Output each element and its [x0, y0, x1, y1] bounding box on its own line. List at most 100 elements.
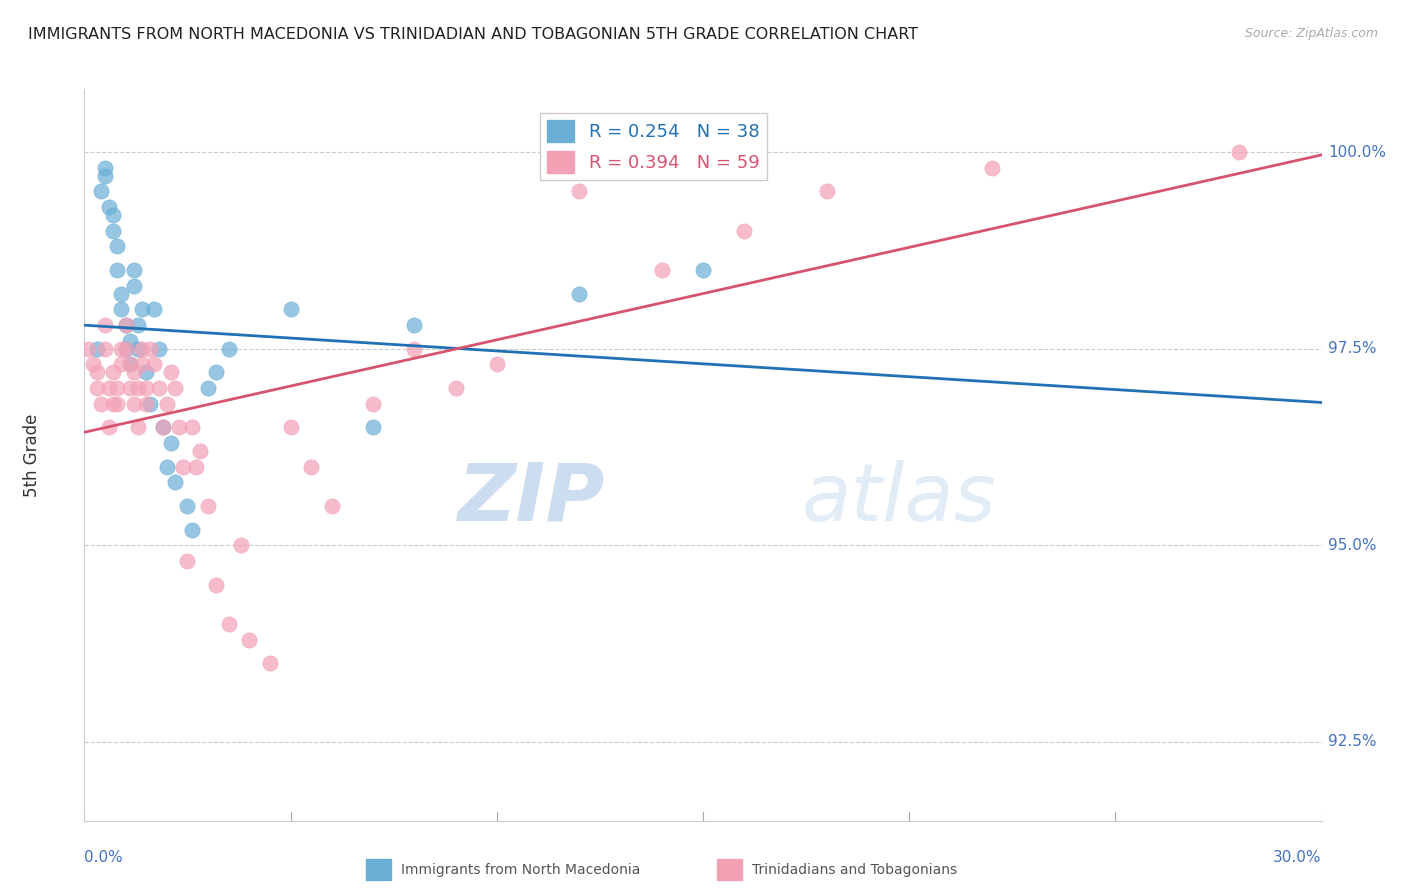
Point: [148, 342, 170, 356]
Point: [82, 358, 104, 372]
Point: [105, 239, 128, 253]
Point: [148, 381, 170, 395]
Point: [143, 358, 166, 372]
Point: [733, 224, 755, 238]
Point: [568, 185, 591, 199]
Point: [122, 263, 145, 277]
Point: [361, 397, 384, 411]
Text: Source: ZipAtlas.com: Source: ZipAtlas.com: [1244, 27, 1378, 40]
Point: [152, 420, 174, 434]
Point: [197, 381, 219, 395]
Point: [98, 200, 121, 214]
Text: Immigrants from North Macedonia: Immigrants from North Macedonia: [401, 863, 640, 877]
Point: [86, 381, 108, 395]
Point: [167, 420, 190, 434]
Point: [131, 302, 153, 317]
Point: [118, 381, 141, 395]
Point: [86, 342, 108, 356]
Point: [172, 459, 194, 474]
Point: [205, 365, 228, 379]
Point: [980, 161, 1002, 175]
Point: [110, 342, 132, 356]
Point: [361, 420, 384, 434]
Point: [110, 302, 132, 317]
Text: 0.0%: 0.0%: [84, 850, 124, 865]
Point: [404, 318, 426, 333]
Point: [299, 459, 322, 474]
Point: [197, 499, 219, 513]
Point: [114, 342, 136, 356]
Point: [122, 397, 145, 411]
Point: [131, 342, 153, 356]
Point: [152, 420, 174, 434]
Point: [122, 365, 145, 379]
Point: [568, 286, 591, 301]
Point: [238, 632, 260, 647]
Point: [143, 302, 166, 317]
Point: [692, 263, 714, 277]
Point: [139, 342, 162, 356]
Point: [118, 334, 141, 348]
Text: 95.0%: 95.0%: [1327, 538, 1376, 553]
Point: [485, 358, 508, 372]
Text: 30.0%: 30.0%: [1274, 850, 1322, 865]
Point: [218, 342, 240, 356]
Point: [815, 185, 838, 199]
Point: [114, 318, 136, 333]
Point: [280, 302, 302, 317]
Point: [105, 263, 128, 277]
Point: [122, 278, 145, 293]
Point: [105, 397, 128, 411]
Point: [180, 420, 202, 434]
Point: [160, 365, 183, 379]
Point: [127, 381, 149, 395]
Point: [94, 161, 117, 175]
Point: [114, 318, 136, 333]
Point: [160, 436, 183, 450]
Point: [103, 224, 125, 238]
Point: [103, 397, 125, 411]
Point: [651, 263, 673, 277]
Text: 92.5%: 92.5%: [1327, 734, 1376, 749]
Point: [176, 499, 198, 513]
Point: [135, 381, 157, 395]
Point: [127, 342, 149, 356]
Point: [127, 420, 149, 434]
Legend: R = 0.254   N = 38, R = 0.394   N = 59: R = 0.254 N = 38, R = 0.394 N = 59: [540, 113, 766, 180]
Point: [77, 342, 100, 356]
Point: [139, 397, 162, 411]
Point: [156, 459, 179, 474]
Point: [105, 381, 128, 395]
Point: [98, 420, 121, 434]
Point: [118, 358, 141, 372]
Text: 97.5%: 97.5%: [1327, 342, 1376, 356]
Text: Trinidadians and Tobagonians: Trinidadians and Tobagonians: [752, 863, 957, 877]
Point: [127, 318, 149, 333]
Point: [280, 420, 302, 434]
Point: [188, 444, 211, 458]
Point: [135, 397, 157, 411]
Point: [118, 358, 141, 372]
Point: [184, 459, 207, 474]
Point: [86, 365, 108, 379]
Point: [94, 169, 117, 183]
Point: [94, 342, 117, 356]
Point: [180, 523, 202, 537]
Point: [103, 365, 125, 379]
Point: [218, 617, 240, 632]
Point: [90, 185, 112, 199]
Point: [165, 381, 187, 395]
Point: [1227, 145, 1250, 160]
Point: [114, 342, 136, 356]
Point: [110, 286, 132, 301]
Point: [90, 397, 112, 411]
Point: [135, 365, 157, 379]
Point: [321, 499, 343, 513]
Point: [259, 657, 281, 671]
Point: [205, 577, 228, 591]
Text: atlas: atlas: [801, 459, 997, 538]
Text: IMMIGRANTS FROM NORTH MACEDONIA VS TRINIDADIAN AND TOBAGONIAN 5TH GRADE CORRELAT: IMMIGRANTS FROM NORTH MACEDONIA VS TRINI…: [28, 27, 918, 42]
Point: [404, 342, 426, 356]
Text: 5th Grade: 5th Grade: [22, 413, 41, 497]
Point: [165, 475, 187, 490]
